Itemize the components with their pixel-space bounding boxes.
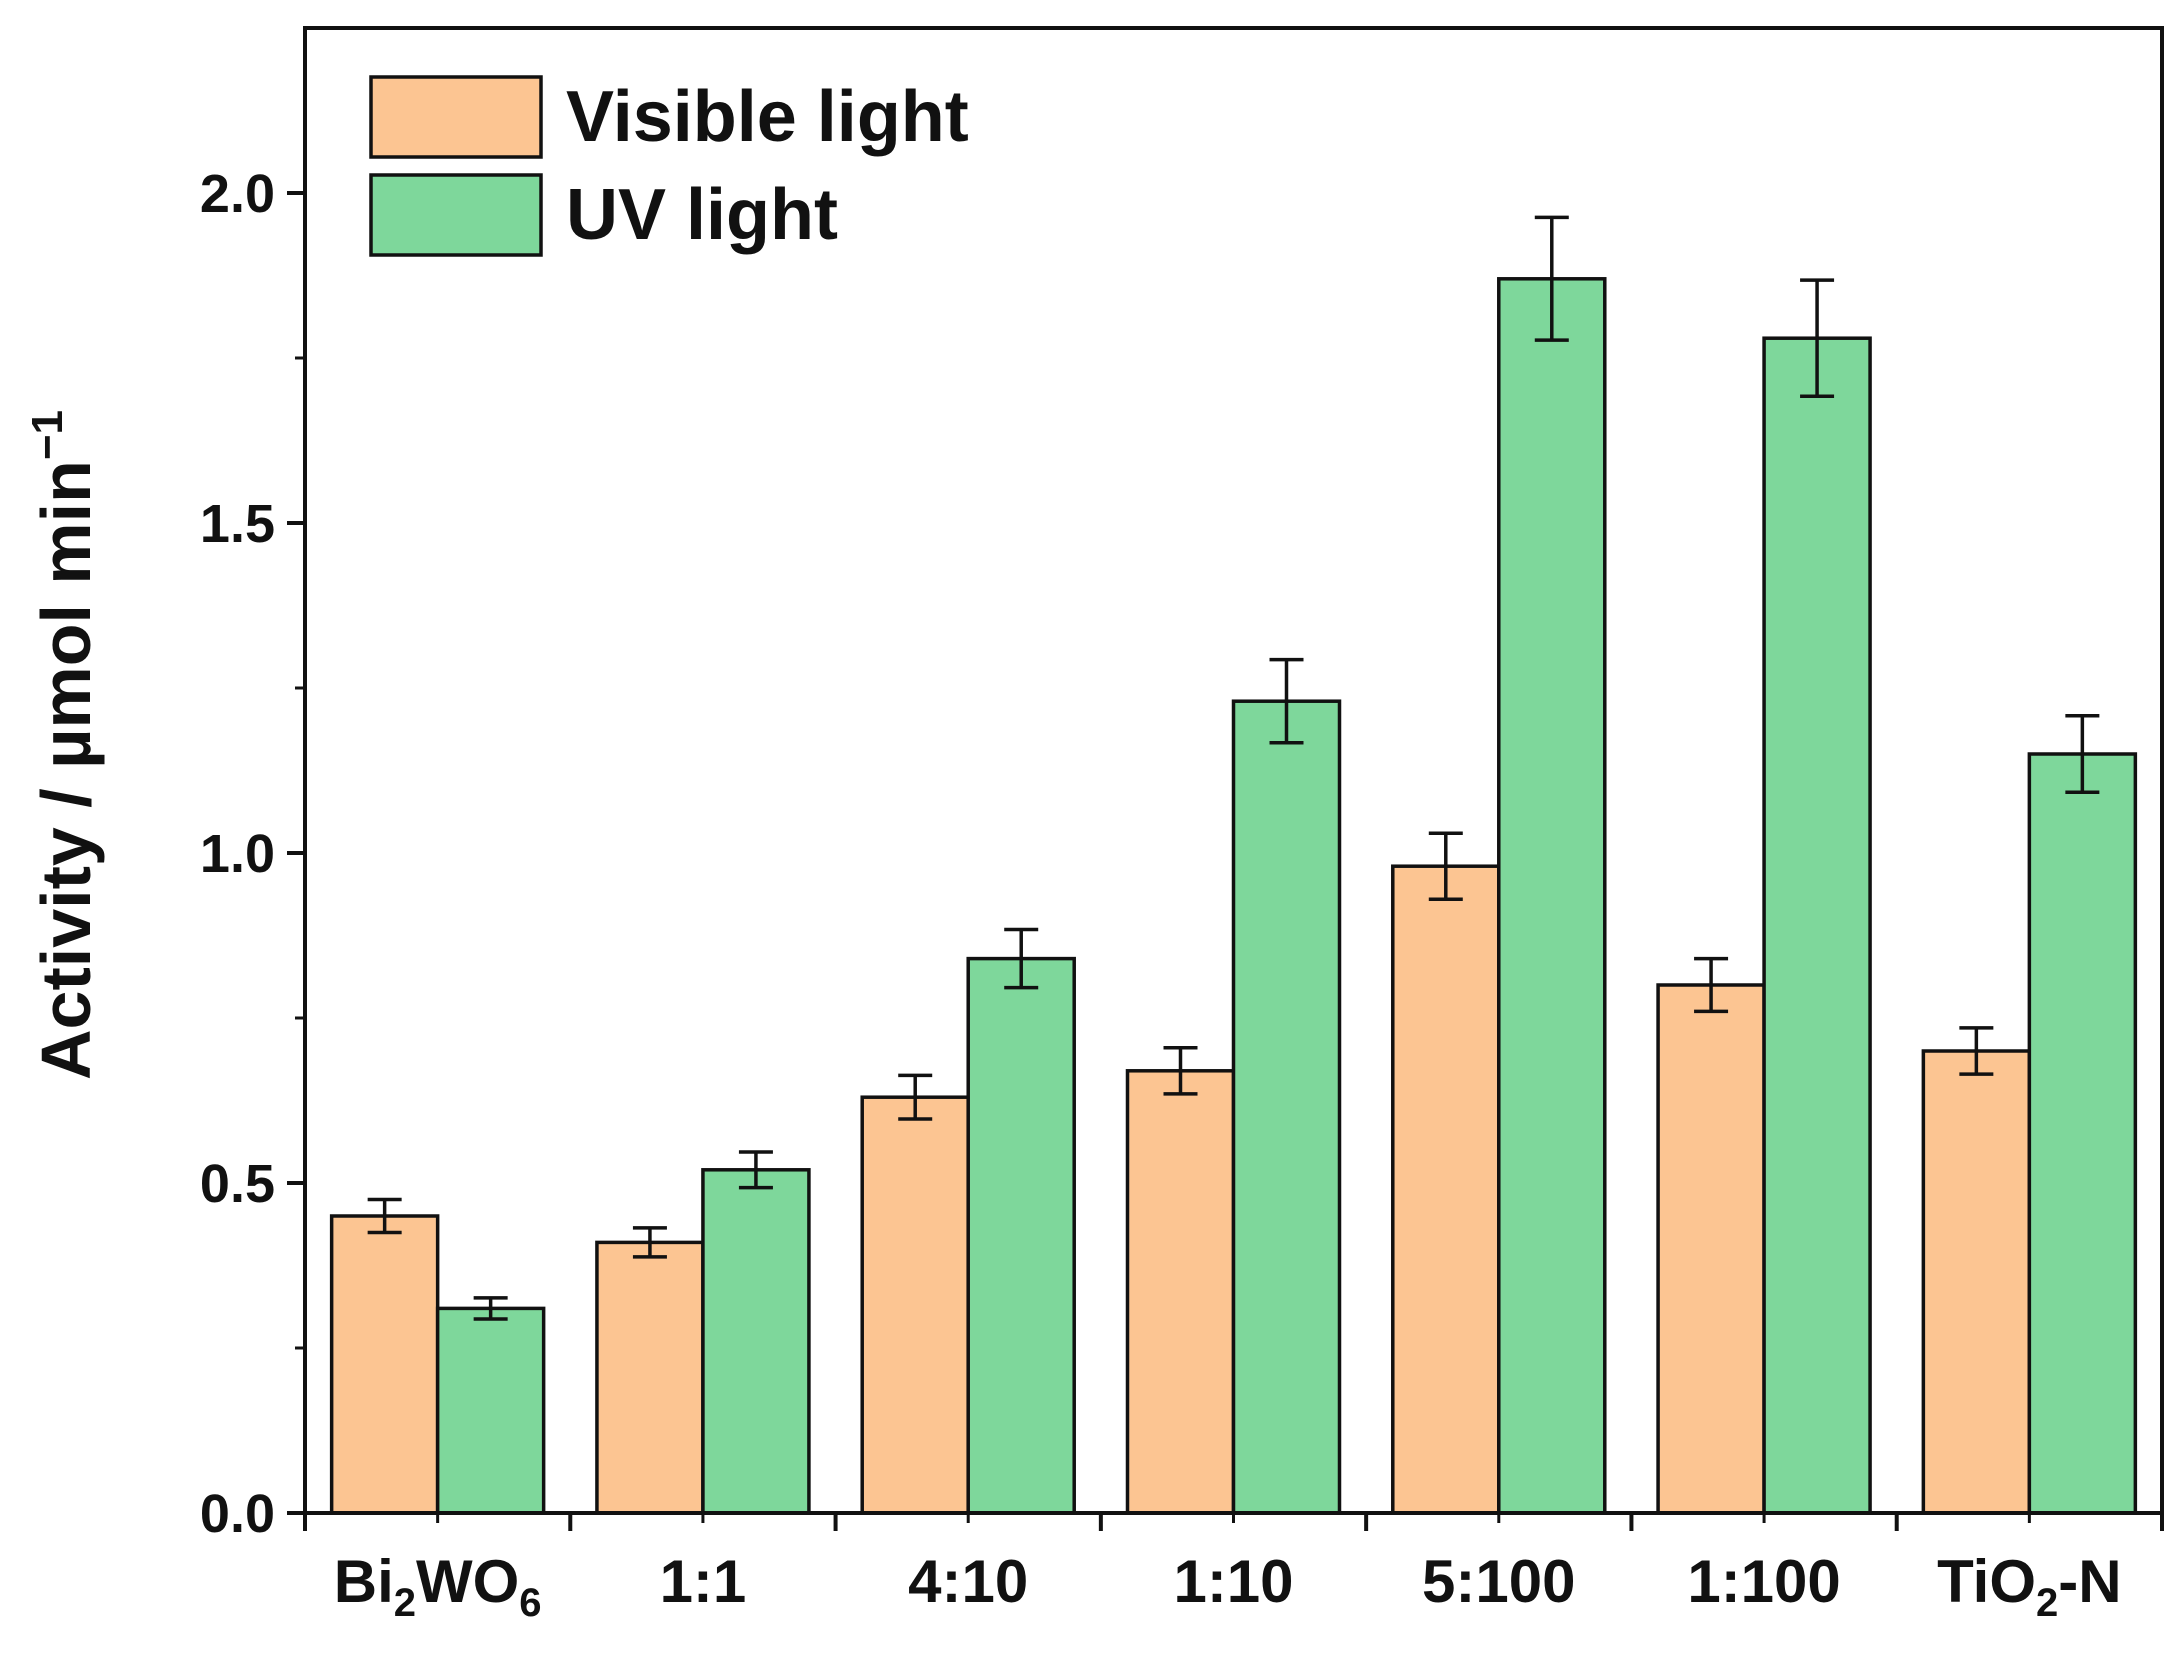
y-axis-title-superscript: −1: [23, 410, 72, 460]
error-bar-uv-2: [1004, 927, 1039, 990]
x-tick-label-part: 1:1: [660, 1548, 747, 1615]
error-bar-uv-1: [738, 1150, 773, 1190]
x-tick-label-part: 2: [2036, 1581, 2058, 1625]
error-bar-uv-6: [2065, 713, 2100, 795]
y-axis-title: Activity / µmol min−1: [23, 410, 105, 1080]
error-bar-visible-5: [1694, 956, 1729, 1014]
x-tick-label-part: 4:10: [908, 1548, 1028, 1615]
y-tick-label: 2.0: [200, 164, 275, 224]
x-tick-label-part: WO: [416, 1548, 519, 1615]
error-bar-visible-4: [1428, 831, 1463, 901]
legend-swatch: [369, 75, 543, 159]
error-bar-visible-2: [898, 1073, 933, 1121]
x-axis: Bi2WO6 1:1 4:10 1:10 5:100 1:100 TiO2-N: [303, 1513, 2164, 1625]
error-bar-visible-6: [1959, 1026, 1994, 1076]
legend-item-uv: UV light: [369, 173, 838, 257]
x-tick-label-part: TiO: [1937, 1548, 2036, 1615]
x-tick-label-part: 6: [519, 1581, 541, 1625]
x-tick-label-part: 5:100: [1422, 1548, 1575, 1615]
bar-visible-2: [860, 1095, 970, 1515]
x-tick-label: 1:10: [1173, 1548, 1293, 1615]
legend: Visible light UV light: [369, 75, 969, 257]
y-tick-label: 0.5: [200, 1154, 275, 1214]
error-bar-uv-4: [1534, 215, 1569, 342]
y-tick-label: 1.0: [200, 824, 275, 884]
bar-visible-0: [329, 1214, 440, 1515]
bar-uv-3: [1231, 699, 1342, 1515]
bar-uv-6: [2027, 752, 2138, 1515]
y-tick-label: 0.0: [200, 1484, 275, 1544]
x-tick-label-part: -N: [2058, 1548, 2121, 1615]
bar-uv-1: [701, 1168, 811, 1515]
error-bars-layer: [367, 215, 2100, 1321]
y-axis-title-text: Activity / µmol min: [27, 460, 105, 1080]
x-tick-label: Bi2WO6: [334, 1548, 542, 1625]
y-axis: 0.0 0.5 1.0 1.5 2.0: [200, 164, 305, 1544]
bar-visible-6: [1921, 1049, 2032, 1515]
legend-label: UV light: [566, 175, 838, 255]
error-bar-uv-5: [1800, 278, 1835, 399]
x-tick-label: 1:1: [660, 1548, 747, 1615]
legend-item-visible: Visible light: [369, 75, 969, 159]
bar-visible-4: [1391, 864, 1501, 1515]
x-tick-label: 4:10: [908, 1548, 1028, 1615]
legend-swatch: [369, 173, 543, 257]
x-tick-label-part: Bi: [334, 1548, 394, 1615]
bar-uv-2: [966, 956, 1076, 1515]
x-tick-label-part: 1:100: [1687, 1548, 1840, 1615]
error-bar-uv-3: [1269, 657, 1304, 745]
x-tick-label: 1:100: [1687, 1548, 1840, 1615]
bar-uv-4: [1497, 277, 1607, 1515]
bar-visible-1: [595, 1240, 705, 1515]
bar-uv-0: [435, 1306, 546, 1515]
x-tick-label-part: 1:10: [1173, 1548, 1293, 1615]
error-bar-visible-3: [1163, 1045, 1198, 1096]
y-tick-label: 1.5: [200, 494, 275, 554]
error-bar-uv-0: [473, 1296, 508, 1321]
bar-visible-5: [1656, 983, 1766, 1515]
x-tick-label: 5:100: [1422, 1548, 1575, 1615]
bar-uv-5: [1762, 336, 1872, 1515]
error-bar-visible-0: [367, 1197, 402, 1235]
bars-layer: [329, 277, 2138, 1515]
error-bar-visible-1: [632, 1226, 667, 1259]
bar-visible-3: [1125, 1069, 1236, 1515]
x-tick-label-part: 2: [394, 1581, 416, 1625]
legend-label: Visible light: [566, 77, 969, 157]
x-tick-label: TiO2-N: [1937, 1548, 2121, 1625]
